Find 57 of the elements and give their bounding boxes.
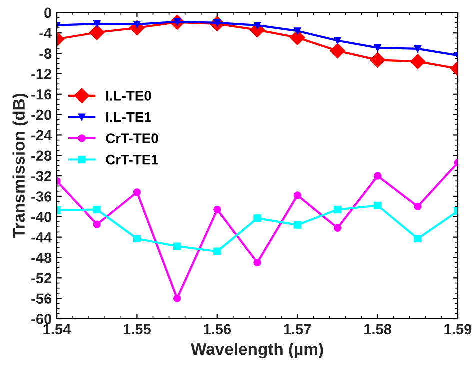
y-tick-label: -16 — [32, 89, 52, 100]
y-tick-label: -24 — [32, 130, 52, 141]
y-tick-label: -4 — [40, 28, 52, 38]
y-tick-label: -56 — [32, 294, 52, 304]
point — [254, 214, 262, 222]
point — [90, 25, 105, 40]
y-axis-title: Transmission (dB) — [12, 94, 28, 238]
x-tick-label: 1.56 — [204, 324, 232, 335]
point — [410, 54, 426, 70]
y-tick-label: -32 — [32, 171, 52, 182]
point — [133, 188, 142, 196]
x-tick-label: 1.55 — [124, 324, 151, 335]
point — [290, 30, 306, 46]
point — [330, 43, 346, 59]
point — [334, 206, 342, 214]
legend-label: I.L-TE1 — [106, 112, 152, 122]
point — [93, 206, 101, 214]
point — [374, 172, 382, 180]
y-tick-label: -28 — [32, 150, 52, 162]
point — [370, 52, 386, 68]
y-tick-label: -40 — [32, 212, 52, 222]
point — [214, 206, 222, 214]
point — [214, 248, 222, 256]
x-axis-title: Wavelength (µm) — [190, 343, 324, 359]
point — [294, 221, 302, 229]
point — [334, 224, 342, 232]
point — [374, 44, 382, 52]
point — [94, 20, 101, 28]
point — [414, 45, 422, 52]
x-tick-label: 1.59 — [444, 324, 472, 335]
y-tick-label: -60 — [32, 314, 52, 324]
legend-label: CrT-TE1 — [106, 154, 158, 165]
point — [294, 28, 302, 35]
point — [93, 220, 101, 228]
point — [254, 259, 262, 267]
y-tick-label: -36 — [32, 192, 52, 202]
point — [173, 242, 182, 250]
y-tick-label: -20 — [32, 110, 52, 120]
point — [374, 202, 382, 210]
y-tick-label: -44 — [32, 232, 52, 243]
y-tick-label: 0 — [44, 8, 52, 18]
y-tick-label: -48 — [32, 252, 52, 264]
point — [414, 235, 422, 243]
legend-label: CrT-TE0 — [106, 134, 158, 144]
x-tick-label: 1.57 — [284, 324, 312, 335]
legend-label: I.L-TE0 — [106, 91, 152, 101]
point — [294, 192, 302, 200]
y-tick-label: -52 — [32, 273, 52, 284]
y-tick-label: -8 — [40, 48, 52, 59]
x-tick-label: 1.58 — [364, 324, 392, 335]
y-tick-label: -12 — [32, 69, 52, 80]
point — [173, 294, 182, 302]
point — [254, 22, 261, 29]
x-tick-label: 1.54 — [44, 324, 72, 335]
point — [414, 202, 422, 211]
point — [133, 235, 142, 243]
point — [334, 37, 342, 44]
